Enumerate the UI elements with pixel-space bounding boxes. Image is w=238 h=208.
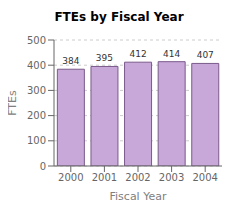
svg-text:100: 100 — [27, 135, 46, 146]
svg-text:2000: 2000 — [58, 172, 83, 183]
svg-text:407: 407 — [197, 50, 214, 60]
svg-text:500: 500 — [27, 35, 46, 46]
svg-text:200: 200 — [27, 110, 46, 121]
svg-text:400: 400 — [27, 60, 46, 71]
svg-text:384: 384 — [62, 56, 79, 66]
svg-text:FTEs: FTEs — [8, 90, 19, 116]
svg-text:412: 412 — [129, 49, 146, 59]
svg-text:Fiscal Year: Fiscal Year — [110, 190, 167, 200]
svg-text:300: 300 — [27, 85, 46, 96]
svg-text:2003: 2003 — [159, 172, 184, 183]
svg-text:395: 395 — [96, 53, 113, 63]
svg-text:414: 414 — [163, 49, 180, 59]
svg-text:2002: 2002 — [125, 172, 150, 183]
svg-text:2004: 2004 — [192, 172, 217, 183]
svg-text:2001: 2001 — [92, 172, 117, 183]
html-text:FTEs by Fiscal Year: FTEs by Fiscal Year — [54, 10, 184, 24]
svg-text:0: 0 — [40, 161, 46, 172]
